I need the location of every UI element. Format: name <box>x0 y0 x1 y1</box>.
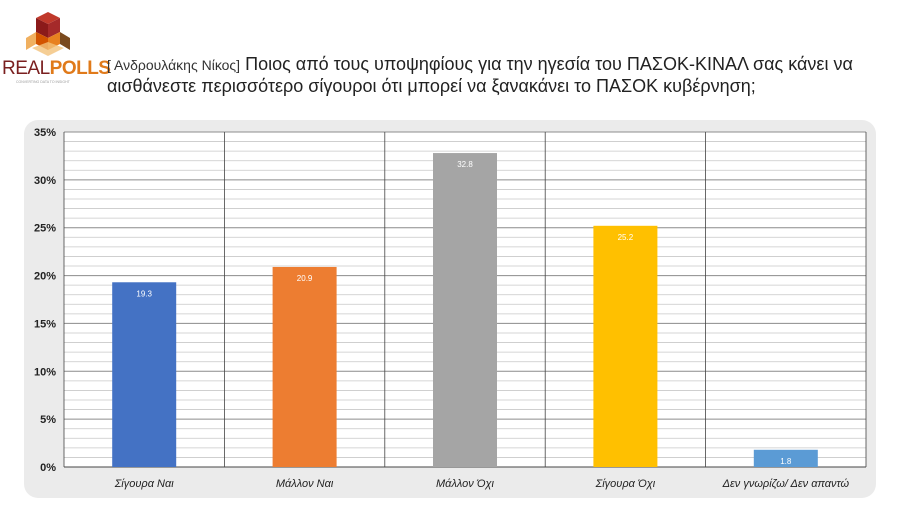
logo-word-real: REAL <box>2 58 50 79</box>
x-tick-label: Σίγουρα Ναι <box>114 478 175 490</box>
question-prefix: [ Ανδρουλάκης Νίκος] <box>107 57 241 73</box>
y-tick-label: 35% <box>34 127 56 139</box>
y-tick-label: 30% <box>34 175 56 187</box>
bar <box>433 153 497 468</box>
x-tick-label: Δεν γνωρίζω/ Δεν απαντώ <box>722 478 850 490</box>
y-tick-label: 25% <box>34 223 56 235</box>
data-label: 19.3 <box>136 289 152 298</box>
x-tick-label: Μάλλον Ναι <box>276 478 334 490</box>
data-label: 20.9 <box>297 274 313 283</box>
question-title: [ Ανδρουλάκης Νίκος] Ποιος από τους υποψ… <box>107 54 887 97</box>
question-text: Ποιος από τους υποψηφίους για την ηγεσία… <box>107 54 853 96</box>
realpolls-logo: REALPOLLS CONVERTING DATA TO INSIGHT <box>2 8 111 86</box>
bar <box>753 449 818 467</box>
logo-tagline: CONVERTING DATA TO INSIGHT <box>16 80 70 84</box>
data-label: 32.8 <box>457 160 473 169</box>
x-tick-label: Σίγουρα Όχι <box>595 478 656 490</box>
y-tick-label: 5% <box>40 414 56 426</box>
data-label: 1.8 <box>780 457 792 466</box>
y-tick-label: 15% <box>34 318 56 330</box>
data-label: 25.2 <box>618 233 634 242</box>
logo-wordmark: REALPOLLS <box>2 58 111 80</box>
x-tick-label: Μάλλον Όχι <box>436 478 495 490</box>
bar <box>272 266 337 467</box>
bar <box>112 282 177 467</box>
logo-cube-icon <box>26 12 70 56</box>
y-tick-label: 20% <box>34 271 56 283</box>
y-tick-label: 0% <box>40 462 56 474</box>
logo-word-polls: POLLS <box>49 58 111 79</box>
y-tick-label: 10% <box>34 366 56 378</box>
bar <box>593 225 658 467</box>
